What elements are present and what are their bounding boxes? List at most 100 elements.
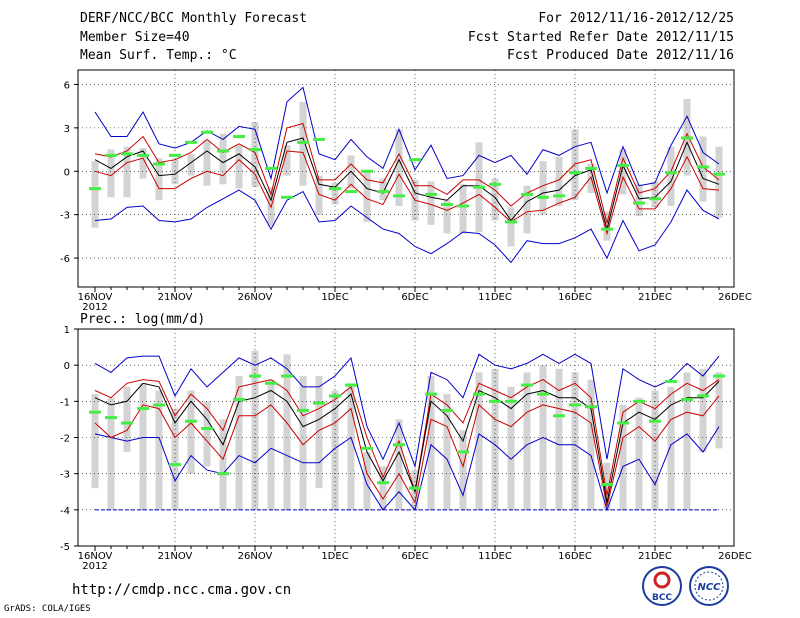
bcc-logo-text: BCC bbox=[652, 593, 672, 603]
obs-marker bbox=[345, 190, 357, 194]
obs-marker bbox=[361, 169, 373, 173]
y-tick-label: -4 bbox=[60, 506, 70, 517]
spread-bar bbox=[427, 376, 435, 510]
obs-marker bbox=[377, 481, 389, 485]
x-tick-label: 26NOV bbox=[238, 551, 273, 562]
obs-marker bbox=[249, 374, 261, 378]
spread-bar bbox=[171, 159, 179, 185]
series-line-lower bbox=[94, 150, 720, 236]
bcc-logo: BCC bbox=[642, 566, 682, 606]
x-tick-label: 16NOV bbox=[78, 292, 113, 303]
x-tick-label: 1DEC bbox=[321, 292, 348, 303]
series-line-mean bbox=[94, 381, 720, 503]
obs-marker bbox=[681, 136, 693, 140]
spread-bar bbox=[507, 386, 515, 510]
spread-bar bbox=[203, 401, 211, 467]
spread-bar bbox=[107, 149, 115, 198]
spread-bar bbox=[699, 136, 707, 202]
obs-marker bbox=[105, 153, 117, 157]
obs-marker bbox=[137, 407, 149, 411]
obs-marker bbox=[473, 392, 485, 396]
spread-bar bbox=[667, 146, 675, 206]
x-tick-label: 26DEC bbox=[718, 551, 752, 562]
series-line-min bbox=[94, 189, 720, 264]
obs-marker bbox=[137, 153, 149, 157]
spread-bar bbox=[507, 207, 515, 247]
spread-bar bbox=[91, 161, 99, 228]
y-tick-label: -1 bbox=[60, 397, 70, 408]
obs-marker bbox=[633, 399, 645, 403]
obs-marker bbox=[633, 201, 645, 205]
obs-marker bbox=[201, 130, 213, 134]
spread-bar bbox=[331, 182, 339, 205]
obs-marker bbox=[201, 426, 213, 430]
x-tick-label: 16DEC bbox=[558, 551, 592, 562]
obs-marker bbox=[505, 220, 517, 224]
spread-bar bbox=[603, 462, 611, 510]
y-tick-label: -5 bbox=[60, 542, 70, 553]
obs-marker bbox=[121, 152, 133, 156]
x-tick-label: 16NOV bbox=[78, 551, 113, 562]
spread-bar bbox=[315, 175, 323, 215]
y-tick-label: -3 bbox=[60, 470, 70, 481]
precip-label: Prec.: log(mm/d) bbox=[80, 312, 205, 327]
obs-marker bbox=[233, 135, 245, 139]
obs-marker bbox=[521, 192, 533, 196]
series-line-lower bbox=[94, 395, 720, 507]
obs-marker bbox=[217, 149, 229, 153]
obs-marker bbox=[569, 403, 581, 407]
spread-bar bbox=[667, 386, 675, 510]
obs-marker bbox=[441, 408, 453, 412]
x-year-label: 2012 bbox=[82, 302, 107, 313]
spread-bar bbox=[267, 379, 275, 510]
obs-marker bbox=[665, 171, 677, 175]
spread-bar bbox=[635, 184, 643, 217]
obs-marker bbox=[649, 419, 661, 423]
y-tick-label: 1 bbox=[64, 325, 70, 336]
obs-marker bbox=[489, 182, 501, 186]
spread-bar bbox=[603, 211, 611, 241]
spread-bar bbox=[123, 146, 131, 198]
source-url[interactable]: http://cmdp.ncc.cma.gov.cn bbox=[72, 582, 292, 598]
spread-bar bbox=[459, 184, 467, 234]
obs-marker bbox=[265, 166, 277, 170]
y-tick-label: 6 bbox=[64, 80, 70, 91]
obs-marker bbox=[569, 171, 581, 175]
obs-marker bbox=[281, 195, 293, 199]
x-tick-label: 21DEC bbox=[638, 551, 672, 562]
spread-bar bbox=[251, 350, 259, 510]
spread-bar bbox=[651, 390, 659, 510]
y-tick-label: 0 bbox=[64, 167, 70, 178]
obs-marker bbox=[681, 398, 693, 402]
spread-bar bbox=[155, 158, 163, 201]
temperature-panel: -6 -3 0 3 6 16NOV 21NOV 26NOV 1DEC 6DEC 11DEC 16DEC… bbox=[60, 69, 752, 313]
x-tick-label: 6DEC bbox=[401, 292, 428, 303]
spread-bar bbox=[443, 200, 451, 234]
obs-marker bbox=[185, 140, 197, 144]
obs-marker bbox=[553, 194, 565, 198]
spread-bar bbox=[523, 185, 531, 234]
spread-bar bbox=[555, 368, 563, 510]
obs-marker bbox=[185, 419, 197, 423]
obs-marker bbox=[297, 408, 309, 412]
member-size: Member Size=40 bbox=[80, 30, 190, 45]
obs-marker bbox=[169, 463, 181, 467]
spread-bar bbox=[379, 178, 387, 201]
spread-bar bbox=[347, 383, 355, 510]
spread-bar bbox=[171, 408, 179, 510]
obs-marker bbox=[265, 381, 277, 385]
obs-marker bbox=[521, 383, 533, 387]
spread-bar bbox=[107, 397, 115, 510]
spread-bar bbox=[187, 390, 195, 474]
obs-marker bbox=[425, 392, 437, 396]
spread-bar bbox=[539, 161, 547, 215]
x-tick-label: 11DEC bbox=[478, 551, 512, 562]
y-tick-label: -6 bbox=[60, 254, 70, 265]
plot-frame bbox=[77, 69, 735, 288]
spread-bar bbox=[635, 397, 643, 510]
x-tick-label: 26DEC bbox=[718, 292, 752, 303]
spread-bar bbox=[363, 171, 371, 222]
spread-bar bbox=[235, 145, 243, 189]
x-tick-label: 1DEC bbox=[321, 551, 348, 562]
